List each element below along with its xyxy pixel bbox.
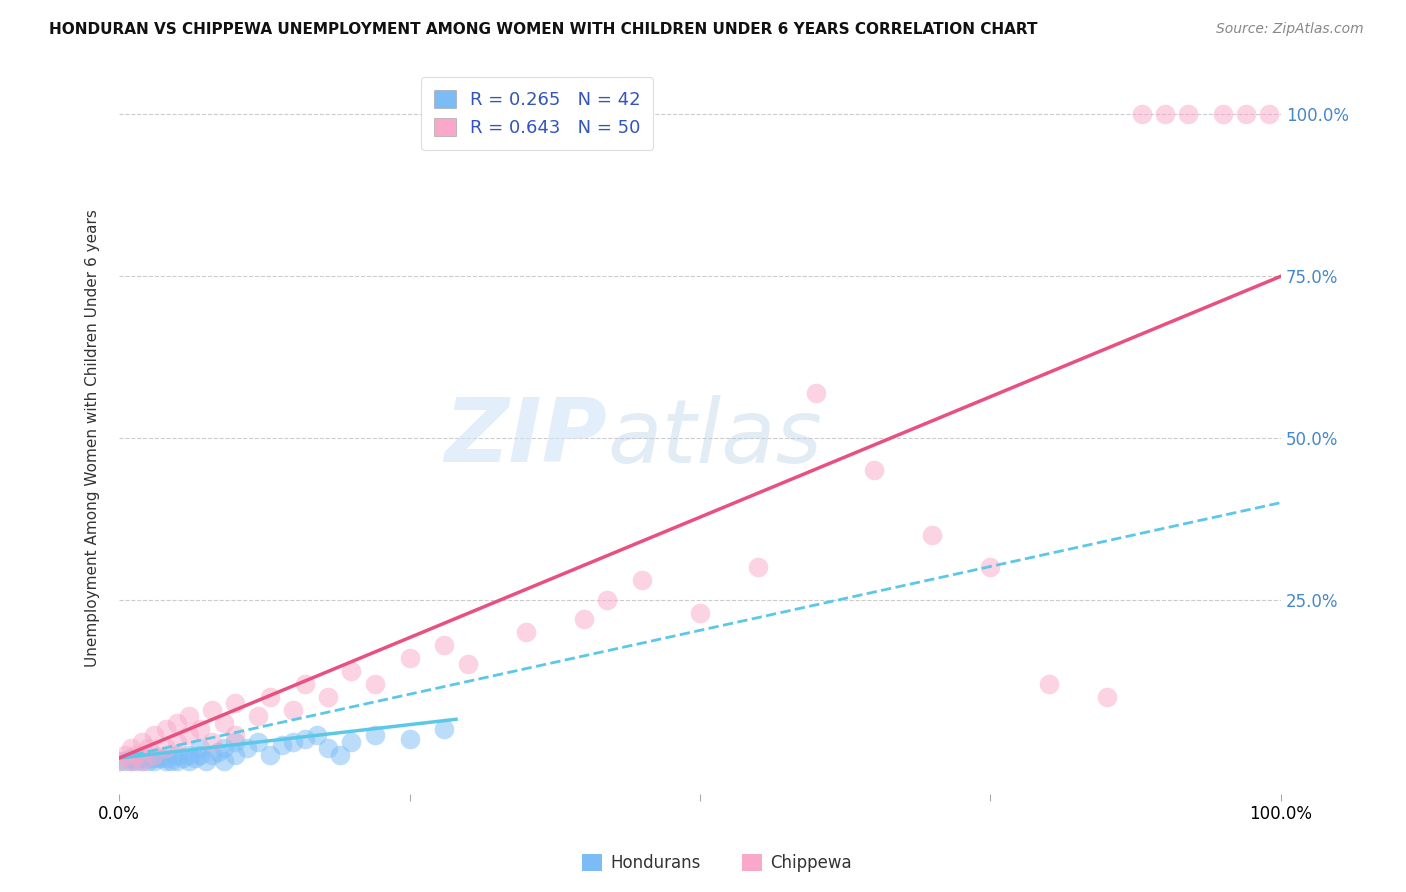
Point: [224, 729, 246, 743]
Point: [201, 735, 224, 749]
Point: [1130, 107, 1153, 121]
Point: [120, 751, 142, 765]
Point: [120, 741, 142, 756]
Point: [283, 702, 305, 716]
Point: [155, 755, 177, 769]
Point: [363, 676, 385, 690]
Legend: R = 0.265   N = 42, R = 0.643   N = 50: R = 0.265 N = 42, R = 0.643 N = 50: [422, 77, 654, 150]
Point: [190, 747, 212, 762]
Point: [114, 755, 136, 769]
Point: [340, 664, 363, 678]
Point: [131, 735, 153, 749]
Point: [1258, 107, 1281, 121]
Point: [689, 606, 711, 620]
Point: [259, 747, 281, 762]
Point: [398, 650, 420, 665]
Point: [863, 463, 886, 477]
Point: [340, 735, 363, 749]
Point: [224, 747, 246, 762]
Point: [979, 560, 1001, 574]
Point: [120, 755, 142, 769]
Point: [142, 751, 165, 765]
Point: [177, 729, 200, 743]
Point: [747, 560, 769, 574]
Point: [131, 755, 153, 769]
Point: [207, 745, 229, 759]
Point: [149, 751, 172, 765]
Point: [433, 638, 456, 652]
Point: [806, 385, 828, 400]
Point: [142, 729, 165, 743]
Point: [224, 735, 246, 749]
Point: [247, 735, 270, 749]
Y-axis label: Unemployment Among Women with Children Under 6 years: Unemployment Among Women with Children U…: [86, 209, 100, 667]
Text: atlas: atlas: [607, 395, 823, 481]
Point: [398, 731, 420, 746]
Point: [160, 755, 183, 769]
Point: [131, 755, 153, 769]
Point: [294, 676, 316, 690]
Legend: Hondurans, Chippewa: Hondurans, Chippewa: [575, 847, 859, 879]
Point: [316, 690, 339, 704]
Point: [1234, 107, 1257, 121]
Point: [190, 722, 212, 736]
Point: [177, 709, 200, 723]
Point: [108, 755, 131, 769]
Point: [136, 741, 159, 756]
Point: [329, 747, 352, 762]
Point: [596, 592, 619, 607]
Point: [270, 738, 292, 752]
Point: [183, 751, 205, 765]
Point: [1095, 690, 1118, 704]
Point: [457, 657, 479, 672]
Point: [631, 573, 654, 587]
Point: [572, 612, 595, 626]
Point: [166, 715, 188, 730]
Point: [166, 747, 188, 762]
Point: [142, 747, 165, 762]
Point: [201, 747, 224, 762]
Point: [201, 702, 224, 716]
Point: [212, 715, 235, 730]
Point: [259, 690, 281, 704]
Point: [177, 755, 200, 769]
Point: [131, 751, 153, 765]
Point: [515, 624, 537, 639]
Point: [283, 735, 305, 749]
Point: [172, 751, 194, 765]
Text: HONDURAN VS CHIPPEWA UNEMPLOYMENT AMONG WOMEN WITH CHILDREN UNDER 6 YEARS CORREL: HONDURAN VS CHIPPEWA UNEMPLOYMENT AMONG …: [49, 22, 1038, 37]
Point: [305, 729, 328, 743]
Point: [108, 755, 131, 769]
Point: [433, 722, 456, 736]
Point: [155, 722, 177, 736]
Point: [921, 528, 943, 542]
Point: [190, 741, 212, 756]
Point: [212, 755, 235, 769]
Point: [1212, 107, 1234, 121]
Point: [224, 696, 246, 710]
Point: [212, 741, 235, 756]
Point: [363, 729, 385, 743]
Point: [1038, 676, 1060, 690]
Point: [177, 747, 200, 762]
Point: [136, 755, 159, 769]
Point: [114, 747, 136, 762]
Point: [247, 709, 270, 723]
Point: [166, 755, 188, 769]
Point: [125, 747, 148, 762]
Text: Source: ZipAtlas.com: Source: ZipAtlas.com: [1216, 22, 1364, 37]
Point: [316, 741, 339, 756]
Point: [195, 755, 218, 769]
Point: [294, 731, 316, 746]
Point: [120, 755, 142, 769]
Point: [166, 735, 188, 749]
Point: [155, 751, 177, 765]
Text: ZIP: ZIP: [444, 394, 607, 482]
Point: [125, 755, 148, 769]
Point: [142, 755, 165, 769]
Point: [1177, 107, 1199, 121]
Point: [236, 741, 259, 756]
Point: [155, 741, 177, 756]
Point: [1153, 107, 1175, 121]
